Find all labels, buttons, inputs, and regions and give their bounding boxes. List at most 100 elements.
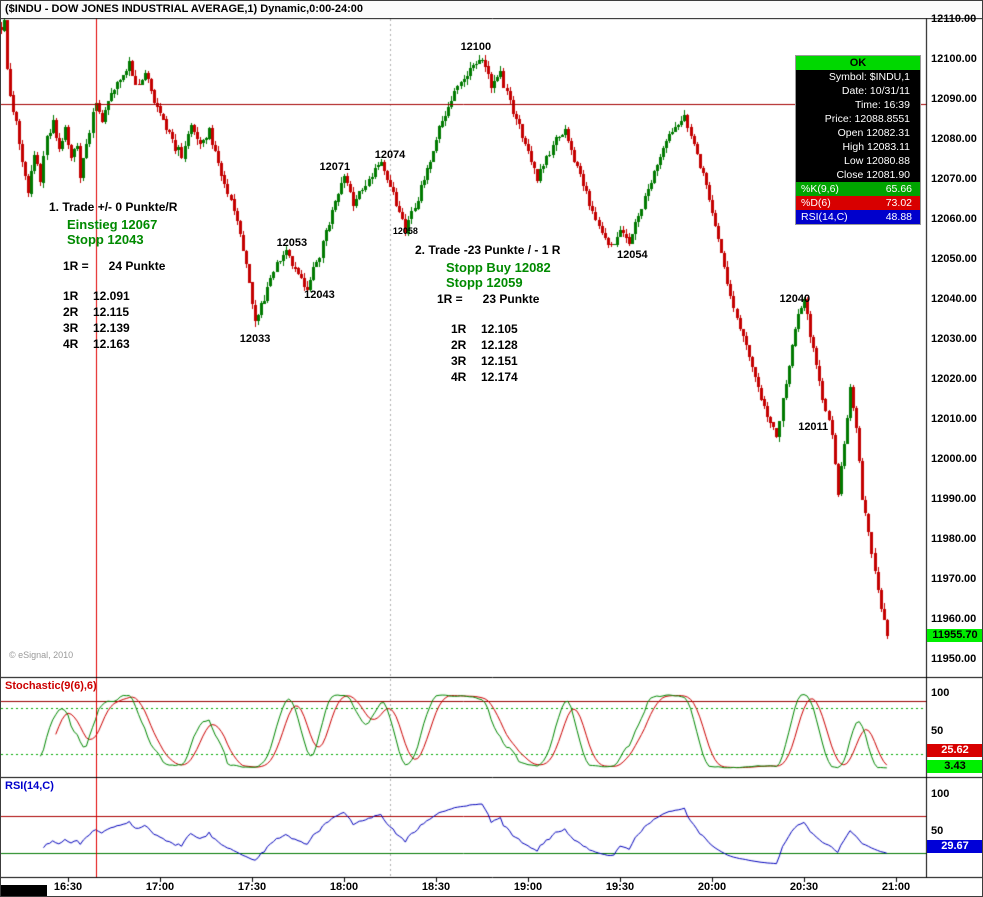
swing-label: 12100 (460, 41, 492, 53)
trade2-annotation: 2. Trade -23 Punkte / - 1 R Stopp Buy 12… (415, 243, 560, 385)
swing-label: 12040 (779, 293, 811, 305)
price-axis-label: 11960.00 (931, 613, 977, 625)
rsi-value-badge: 29.67 (927, 840, 982, 854)
price-axis-label: 12060.00 (931, 213, 977, 225)
trade2-target-row: 4R 12.174 (451, 369, 560, 385)
rsi-panel-label: RSI(14,C) (5, 780, 54, 792)
rsi-scale-label: 100 (931, 788, 950, 800)
price-axis-label: 12020.00 (931, 373, 977, 385)
target-r-label: 1R (63, 289, 79, 303)
target-r-label: 2R (451, 338, 467, 352)
price-axis-label: 11970.00 (931, 573, 977, 585)
stoch-d-value: 73.02 (885, 197, 912, 209)
rsi-value: 48.88 (885, 211, 912, 223)
trade1-targets: 1R 12.091 2R 12.115 3R 12.139 4R 12.163 (63, 288, 177, 352)
price-axis-label: 11950.00 (931, 653, 977, 665)
target-price: 12.128 (481, 338, 518, 352)
price-axis-label: 11990.00 (931, 493, 977, 505)
trade1-annotation: 1. Trade +/- 0 Punkte/R Einstieg 12067 S… (49, 200, 177, 352)
stoch-d-name: %D(6) (801, 197, 831, 209)
time-axis-label: 18:00 (329, 881, 359, 893)
stoch-k-row: %K(9,6) 65.66 (796, 182, 920, 196)
target-r-label: 1R (451, 322, 467, 336)
trade2-entry: Stopp Buy 12082 (446, 260, 551, 275)
trade2-target-row: 3R 12.151 (451, 353, 560, 369)
stoch-scale-label: 100 (931, 687, 950, 699)
time-axis-label: 19:30 (605, 881, 635, 893)
scrollbar-thumb[interactable] (1, 885, 47, 896)
data-window-row: Close 12081.90 (836, 169, 910, 181)
data-window-row: Date: 10/31/11 (841, 85, 910, 97)
stochastic-panel-label: Stochastic(9(6),6) (5, 680, 97, 692)
time-axis-label: 16:30 (53, 881, 83, 893)
stoch-k-name: %K(9,6) (801, 183, 839, 195)
trade1-target-row: 1R 12.091 (63, 288, 177, 304)
price-axis-label: 12100.00 (931, 53, 977, 65)
price-axis-label: 12000.00 (931, 453, 977, 465)
swing-label: 12074 (374, 149, 406, 161)
trade1-target-row: 4R 12.163 (63, 336, 177, 352)
stoch-d-row: %D(6) 73.02 (796, 196, 920, 210)
trade1-target-row: 3R 12.139 (63, 320, 177, 336)
rsi-row: RSI(14,C) 48.88 (796, 210, 920, 224)
time-axis-label: 17:00 (145, 881, 175, 893)
data-window-row: Symbol: $INDU,1 (828, 71, 910, 83)
swing-label: 12043 (304, 289, 335, 301)
target-price: 12.174 (481, 370, 518, 384)
price-axis-label: 12090.00 (931, 93, 977, 105)
ok-button[interactable]: OK (796, 56, 920, 70)
data-window[interactable]: OK Symbol: $INDU,1 Date: 10/31/11 Time: 16… (795, 55, 921, 225)
stoch-k-value: 65.66 (885, 183, 912, 195)
trade2-title: 2. Trade -23 Punkte / - 1 R (415, 243, 561, 257)
trade1-stop: Stopp 12043 (67, 232, 144, 247)
target-r-label: 3R (63, 321, 79, 335)
data-window-row: High 12083.11 (842, 141, 910, 153)
data-window-row: Time: 16:39 (854, 99, 910, 111)
trade2-risk: 1R = 23 Punkte (437, 292, 540, 306)
rsi-scale-label: 50 (931, 825, 944, 837)
target-r-label: 2R (63, 305, 79, 319)
target-price: 12.091 (93, 289, 130, 303)
swing-label: 12054 (616, 249, 648, 261)
price-axis-label: 11980.00 (931, 533, 977, 545)
price-axis-label: 12050.00 (931, 253, 977, 265)
target-price: 12.163 (93, 337, 130, 351)
swing-label: 12053 (276, 237, 308, 249)
time-axis-label: 20:00 (697, 881, 727, 893)
price-axis-label: 12070.00 (931, 173, 977, 185)
copyright: © eSignal, 2010 (9, 650, 74, 660)
time-axis-label: 17:30 (237, 881, 267, 893)
trade1-entry: Einstieg 12067 (67, 217, 158, 232)
price-axis-label: 12030.00 (931, 333, 977, 345)
trade2-targets: 1R 12.105 2R 12.128 3R 12.151 4R 12.174 (451, 321, 560, 385)
price-axis-label: 12080.00 (931, 133, 977, 145)
time-axis-label: 21:00 (881, 881, 911, 893)
stoch-scale-label: 50 (931, 725, 944, 737)
target-price: 12.139 (93, 321, 130, 335)
rsi-name: RSI(14,C) (801, 211, 848, 223)
time-axis-label: 18:30 (421, 881, 451, 893)
trade2-target-row: 1R 12.105 (451, 321, 560, 337)
trade1-target-row: 2R 12.115 (63, 304, 177, 320)
trade2-stop: Stopp 12059 (446, 275, 523, 290)
time-axis-label: 19:00 (513, 881, 543, 893)
target-r-label: 4R (63, 337, 79, 351)
time-axis-label: 20:30 (789, 881, 819, 893)
stoch-k-badge: 3.43 (927, 760, 982, 774)
swing-label: 12058 (392, 226, 418, 236)
data-window-row: Price: 12088.8551 (824, 113, 910, 125)
trade1-title: 1. Trade +/- 0 Punkte/R (49, 200, 178, 214)
target-price: 12.115 (93, 305, 130, 319)
window-title: ($INDU - DOW JONES INDUSTRIAL AVERAGE,1)… (5, 3, 363, 15)
trade1-risk: 1R = 24 Punkte (63, 259, 166, 273)
data-window-row: Open 12082.31 (837, 127, 910, 139)
title-bar: ($INDU - DOW JONES INDUSTRIAL AVERAGE,1)… (1, 1, 982, 18)
trade2-target-row: 2R 12.128 (451, 337, 560, 353)
last-price-badge: 11955.70 (927, 629, 982, 643)
price-axis-label: 12010.00 (931, 413, 977, 425)
stoch-d-badge: 25.62 (927, 743, 982, 757)
target-r-label: 3R (451, 354, 467, 368)
price-axis-label: 12040.00 (931, 293, 977, 305)
swing-label: 12033 (239, 333, 271, 345)
